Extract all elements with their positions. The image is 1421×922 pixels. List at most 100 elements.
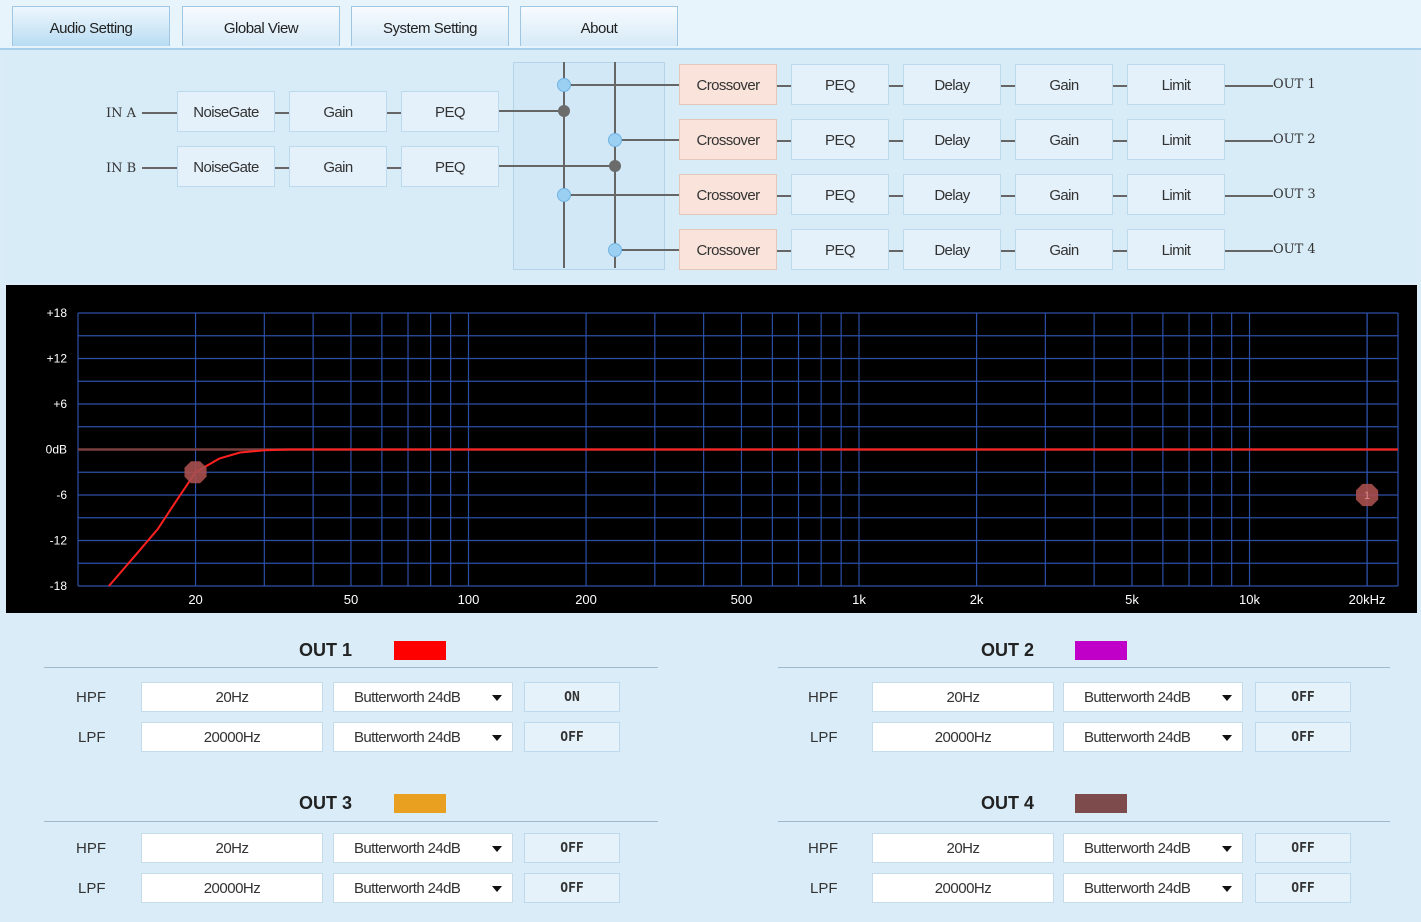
- input-a-label: IN A: [106, 106, 137, 121]
- out4-lpf-type-value: Butterworth 24dB: [1084, 880, 1191, 897]
- route-node-out4[interactable]: [608, 243, 622, 257]
- chevron-down-icon: [1222, 846, 1232, 852]
- out1-lpf-type-select[interactable]: Butterworth 24dB: [333, 722, 513, 752]
- out4-label: OUT 4: [1273, 242, 1316, 257]
- out3-gain-block[interactable]: Gain: [1015, 174, 1113, 215]
- out4-gain-block[interactable]: Gain: [1015, 229, 1113, 270]
- x-tick-label: 20kHz: [1349, 592, 1386, 607]
- out1-lpf-label: LPF: [78, 729, 106, 746]
- out3-limit-block[interactable]: Limit: [1127, 174, 1225, 215]
- out1-gain-block[interactable]: Gain: [1015, 64, 1113, 105]
- out1-peq-block[interactable]: PEQ: [791, 64, 889, 105]
- tab-global-view[interactable]: Global View: [182, 6, 340, 46]
- out2-hpf-label: HPF: [808, 689, 838, 706]
- chevron-down-icon: [492, 886, 502, 892]
- out2-delay-block[interactable]: Delay: [903, 119, 1001, 160]
- out3-color-swatch[interactable]: [394, 794, 446, 813]
- x-tick-label: 100: [458, 592, 480, 607]
- tab-about[interactable]: About: [520, 6, 678, 46]
- out1-lpf-frequency-field[interactable]: 20000Hz: [141, 722, 323, 752]
- out2-gain-block[interactable]: Gain: [1015, 119, 1113, 160]
- out3-delay-block[interactable]: Delay: [903, 174, 1001, 215]
- out3-hpf-type-value: Butterworth 24dB: [354, 840, 461, 857]
- chevron-down-icon: [1222, 735, 1232, 741]
- out2-hpf-frequency-field[interactable]: 20Hz: [872, 682, 1054, 712]
- y-tick-label: +18: [47, 306, 68, 320]
- out1-hpf-label: HPF: [76, 689, 106, 706]
- out1-title: OUT 1: [299, 640, 353, 660]
- out1-lpf-type-value: Butterworth 24dB: [354, 729, 461, 746]
- input-a-noisegate-block[interactable]: NoiseGate: [177, 91, 275, 132]
- out4-color-swatch[interactable]: [1075, 794, 1127, 813]
- out4-hpf-toggle[interactable]: OFF: [1255, 833, 1351, 863]
- chevron-down-icon: [492, 735, 502, 741]
- lpf-handle[interactable]: [1356, 483, 1379, 507]
- out1-color-swatch[interactable]: [394, 641, 446, 660]
- frequency-response-graph[interactable]: +18 +12 +6 0dB -6 -12 -18 20 50 100 200 500 1k 2k 5k 1…: [6, 285, 1417, 613]
- out4-limit-block[interactable]: Limit: [1127, 229, 1225, 270]
- tab-bar: Audio Setting Global View System Setting…: [0, 0, 1421, 50]
- out2-hpf-type-select[interactable]: Butterworth 24dB: [1063, 682, 1243, 712]
- out3-lpf-type-select[interactable]: Butterworth 24dB: [333, 873, 513, 903]
- out3-label: OUT 3: [1273, 187, 1316, 202]
- chevron-down-icon: [1222, 695, 1232, 701]
- route-node-out3[interactable]: [557, 188, 571, 202]
- out4-crossover-block[interactable]: Crossover: [679, 229, 777, 270]
- out3-hpf-type-select[interactable]: Butterworth 24dB: [333, 833, 513, 863]
- out3-hpf-frequency-field[interactable]: 20Hz: [141, 833, 323, 863]
- out4-lpf-frequency-field[interactable]: 20000Hz: [872, 873, 1054, 903]
- out4-peq-block[interactable]: PEQ: [791, 229, 889, 270]
- hpf-handle[interactable]: [184, 461, 207, 484]
- out2-peq-block[interactable]: PEQ: [791, 119, 889, 160]
- input-b-label: IN B: [106, 161, 137, 176]
- out2-hpf-toggle[interactable]: OFF: [1255, 682, 1351, 712]
- out3-hpf-label: HPF: [76, 840, 106, 857]
- out2-limit-block[interactable]: Limit: [1127, 119, 1225, 160]
- input-b-noisegate-block[interactable]: NoiseGate: [177, 146, 275, 187]
- out2-lpf-frequency-field[interactable]: 20000Hz: [872, 722, 1054, 752]
- out2-lpf-toggle[interactable]: OFF: [1255, 722, 1351, 752]
- input-a-peq-block[interactable]: PEQ: [401, 91, 499, 132]
- tab-audio-setting[interactable]: Audio Setting: [12, 6, 170, 46]
- out3-peq-block[interactable]: PEQ: [791, 174, 889, 215]
- input-b-gain-block[interactable]: Gain: [289, 146, 387, 187]
- out2-hpf-type-value: Butterworth 24dB: [1084, 689, 1191, 706]
- out3-lpf-type-value: Butterworth 24dB: [354, 880, 461, 897]
- y-tick-label: -12: [50, 534, 68, 548]
- out2-lpf-type-select[interactable]: Butterworth 24dB: [1063, 722, 1243, 752]
- out3-hpf-toggle[interactable]: OFF: [524, 833, 620, 863]
- out2-label: OUT 2: [1273, 132, 1316, 147]
- frequency-response-svg[interactable]: +18 +12 +6 0dB -6 -12 -18 20 50 100 200 500 1k 2k 5k 1…: [6, 285, 1417, 613]
- out1-limit-block[interactable]: Limit: [1127, 64, 1225, 105]
- response-curve-out1: [108, 448, 1398, 587]
- out3-lpf-frequency-field[interactable]: 20000Hz: [141, 873, 323, 903]
- out1-crossover-block[interactable]: Crossover: [679, 64, 777, 105]
- out4-hpf-label: HPF: [808, 840, 838, 857]
- bus-b-junction: [609, 160, 621, 172]
- out4-delay-block[interactable]: Delay: [903, 229, 1001, 270]
- route-node-out2[interactable]: [608, 133, 622, 147]
- tab-system-setting[interactable]: System Setting: [351, 6, 509, 46]
- x-tick-label: 1k: [852, 592, 866, 607]
- out1-lpf-toggle[interactable]: OFF: [524, 722, 620, 752]
- out2-crossover-block[interactable]: Crossover: [679, 119, 777, 160]
- input-a-gain-block[interactable]: Gain: [289, 91, 387, 132]
- out2-color-swatch[interactable]: [1075, 641, 1127, 660]
- out3-lpf-toggle[interactable]: OFF: [524, 873, 620, 903]
- out1-delay-block[interactable]: Delay: [903, 64, 1001, 105]
- out1-label: OUT 1: [1273, 77, 1316, 92]
- out3-title: OUT 3: [299, 793, 353, 813]
- input-b-peq-block[interactable]: PEQ: [401, 146, 499, 187]
- out4-hpf-type-select[interactable]: Butterworth 24dB: [1063, 833, 1243, 863]
- out4-lpf-toggle[interactable]: OFF: [1255, 873, 1351, 903]
- x-tick-label: 200: [575, 592, 597, 607]
- out1-hpf-frequency-field[interactable]: 20Hz: [141, 682, 323, 712]
- out3-crossover-block[interactable]: Crossover: [679, 174, 777, 215]
- out1-hpf-toggle[interactable]: ON: [524, 682, 620, 712]
- out4-title: OUT 4: [981, 793, 1035, 813]
- route-node-out1[interactable]: [557, 78, 571, 92]
- out1-hpf-type-select[interactable]: Butterworth 24dB: [333, 682, 513, 712]
- out4-lpf-type-select[interactable]: Butterworth 24dB: [1063, 873, 1243, 903]
- out4-hpf-type-value: Butterworth 24dB: [1084, 840, 1191, 857]
- out4-hpf-frequency-field[interactable]: 20Hz: [872, 833, 1054, 863]
